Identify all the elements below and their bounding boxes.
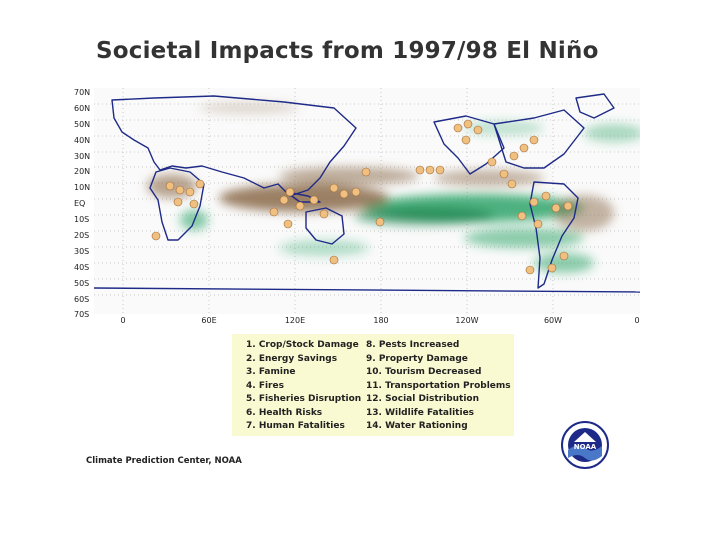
lon-label: 180 [373,316,389,325]
lon-label: 0 [634,316,640,325]
lat-label: 20S [74,231,90,240]
lon-label: 60E [201,316,217,325]
noaa-logo: NOAA [560,420,610,470]
legend-item: 10. Tourism Decreased [366,367,482,377]
legend-item: 13. Wildlife Fatalities [366,407,475,418]
lat-label: 60N [74,104,91,113]
legend-item: 1. Crop/Stock Damage [246,340,359,350]
legend-item: 11. Transportation Problems [366,380,511,391]
legend-item: 4. Fires [246,380,284,391]
legend-item: 3. Famine [246,367,296,377]
lat-label: 30S [74,247,90,256]
lon-label: 0 [120,316,126,325]
legend-item: 6. Health Risks [246,407,323,418]
coastlines [94,93,640,293]
map-canvas [94,88,640,314]
lat-label: 20N [74,167,91,176]
lat-label: 30N [74,152,91,161]
impact-markers [151,119,573,275]
lat-label: 60S [74,295,90,304]
lat-label: 40S [74,263,90,272]
lat-label: EQ [74,199,86,208]
legend-item: 7. Human Fatalities [246,421,345,431]
lat-label: 50S [74,279,90,288]
lon-label: 60W [543,316,563,325]
impact-legend: 1. Crop/Stock Damage 2. Energy Savings 3… [232,334,514,436]
lat-label: 10N [74,183,91,192]
legend-item: 9. Property Damage [366,353,468,364]
lon-label: 120E [284,316,306,325]
legend-item: 2. Energy Savings [246,353,338,364]
page-title: Societal Impacts from 1997/98 El Niño [96,38,599,64]
legend-item: 12. Social Distribution [366,394,480,404]
legend-item: 14. Water Rationing [366,421,468,431]
lat-label: 70N [74,88,91,97]
logo-text: NOAA [574,443,597,451]
lon-label: 120W [455,316,479,325]
lat-label: 50N [74,120,91,129]
legend-item: 5. Fisheries Disruption [246,394,362,404]
lat-label: 40N [74,136,91,145]
lat-label: 10S [74,215,90,224]
grid-lines [94,88,640,314]
legend-item: 8. Pests Increased [366,340,460,350]
source-credit: Climate Prediction Center, NOAA [86,456,242,466]
world-map [94,88,640,314]
lat-label: 70S [74,310,90,319]
anomaly-shading [147,102,640,273]
